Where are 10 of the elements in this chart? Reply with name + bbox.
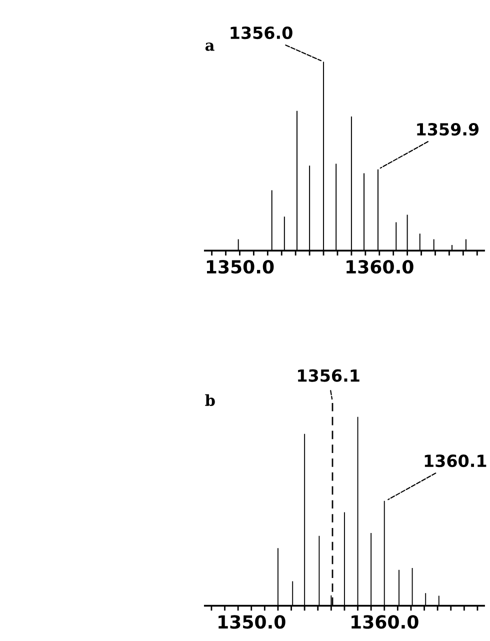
- annotation: 1360.1: [424, 454, 486, 468]
- chart-title: a: [205, 42, 214, 51]
- x-tick-label: 1360.0: [352, 615, 418, 629]
- x-tick-label: 1360.0: [346, 260, 414, 274]
- chart-title: b: [205, 394, 215, 406]
- x-tick-label: 1350.0: [218, 615, 286, 629]
- ref-line-label: 1356.1: [298, 369, 360, 382]
- annotation: 1359.9: [417, 123, 479, 136]
- x-tick-label: 1350.0: [206, 260, 274, 274]
- annotation: 1356.0: [230, 26, 292, 40]
